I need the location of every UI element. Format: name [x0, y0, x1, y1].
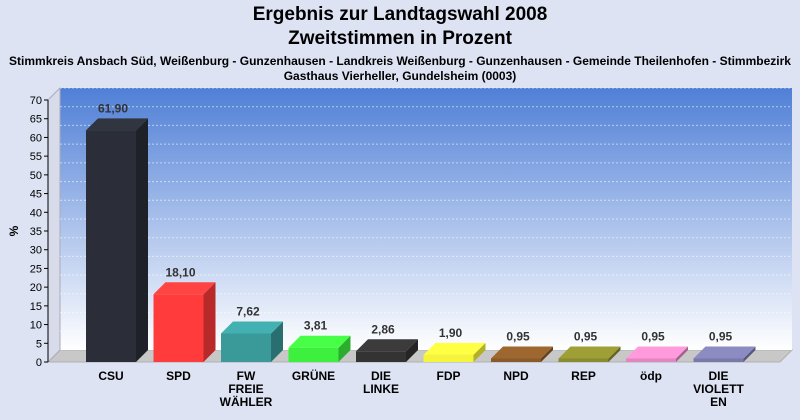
bar — [626, 346, 688, 362]
y-tick-label: 45 — [30, 189, 42, 201]
bar — [86, 118, 148, 363]
category-label: DIE VIOLETT EN — [693, 369, 744, 409]
value-label: 61,90 — [98, 101, 128, 115]
value-label: 3,81 — [304, 319, 328, 333]
y-tick-label: 60 — [30, 132, 42, 144]
y-tick-label: 35 — [30, 226, 42, 238]
value-label: 7,62 — [236, 304, 260, 318]
category-label: FW FREIE WÄHLER — [220, 369, 273, 409]
chart-title: Ergebnis zur Landtagswahl 2008 — [252, 4, 548, 25]
category-labels: CSU SPD FW FREIE WÄHLER GRÜNE DIE LINKE FDP NPD RE… — [98, 368, 744, 409]
value-label: 0,95 — [506, 329, 530, 343]
value-label: 0,95 — [709, 329, 733, 343]
chart-location-line1: Stimmkreis Ansbach Süd, Weißenburg - Gun… — [9, 54, 791, 68]
bar — [491, 346, 553, 362]
y-tick-label: 40 — [30, 207, 42, 219]
category-label: GRÜNE — [292, 368, 335, 383]
category-label: SPD — [166, 369, 191, 383]
y-tick-label: 15 — [30, 301, 42, 313]
value-label: 0,95 — [641, 329, 665, 343]
bar — [423, 342, 486, 362]
value-label: 18,10 — [165, 265, 195, 279]
bar — [288, 335, 351, 362]
y-tick-label: 30 — [30, 245, 42, 257]
plot-side-wall — [47, 86, 61, 364]
bar — [153, 282, 216, 362]
bars — [86, 118, 756, 363]
category-label: CSU — [98, 369, 123, 383]
category-label: REP — [571, 369, 596, 383]
category-label: ödp — [640, 369, 662, 383]
y-axis-label: % — [7, 225, 21, 236]
grid-lines — [60, 87, 792, 332]
chart-location-line2: Gasthaus Vierheller, Gundelsheim (0003) — [283, 69, 517, 83]
bar — [693, 346, 756, 362]
y-axis: 0 5 10 15 20 25 30 35 40 45 50 55 60 65 70 — [30, 95, 49, 369]
bar — [221, 321, 283, 362]
value-labels: 61,90 18,10 7,62 3,81 2,86 1,90 0,95 0,95 0,95 0,… — [98, 101, 733, 343]
y-tick-label: 25 — [30, 263, 42, 275]
bar — [558, 346, 621, 362]
y-tick-label: 65 — [30, 114, 42, 126]
category-label: NPD — [503, 369, 529, 383]
value-label: 0,95 — [574, 329, 598, 343]
y-tick-label: 70 — [30, 95, 42, 107]
bar — [356, 339, 418, 362]
y-tick-label: 5 — [36, 338, 42, 350]
category-label: DIE LINKE — [363, 369, 399, 396]
y-tick-label: 50 — [30, 170, 42, 182]
value-label: 1,90 — [439, 326, 463, 340]
value-label: 2,86 — [371, 322, 395, 336]
chart-subtitle: Zweitstimmen in Prozent — [288, 28, 512, 49]
y-tick-label: 55 — [30, 151, 42, 163]
category-label: FDP — [437, 369, 461, 383]
y-tick-label: 20 — [30, 282, 42, 294]
y-tick-label: 10 — [30, 320, 42, 332]
y-tick-label: 0 — [36, 357, 42, 369]
